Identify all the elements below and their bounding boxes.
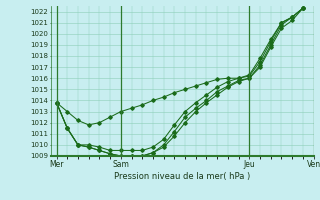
X-axis label: Pression niveau de la mer( hPa ): Pression niveau de la mer( hPa ) [114, 172, 251, 181]
